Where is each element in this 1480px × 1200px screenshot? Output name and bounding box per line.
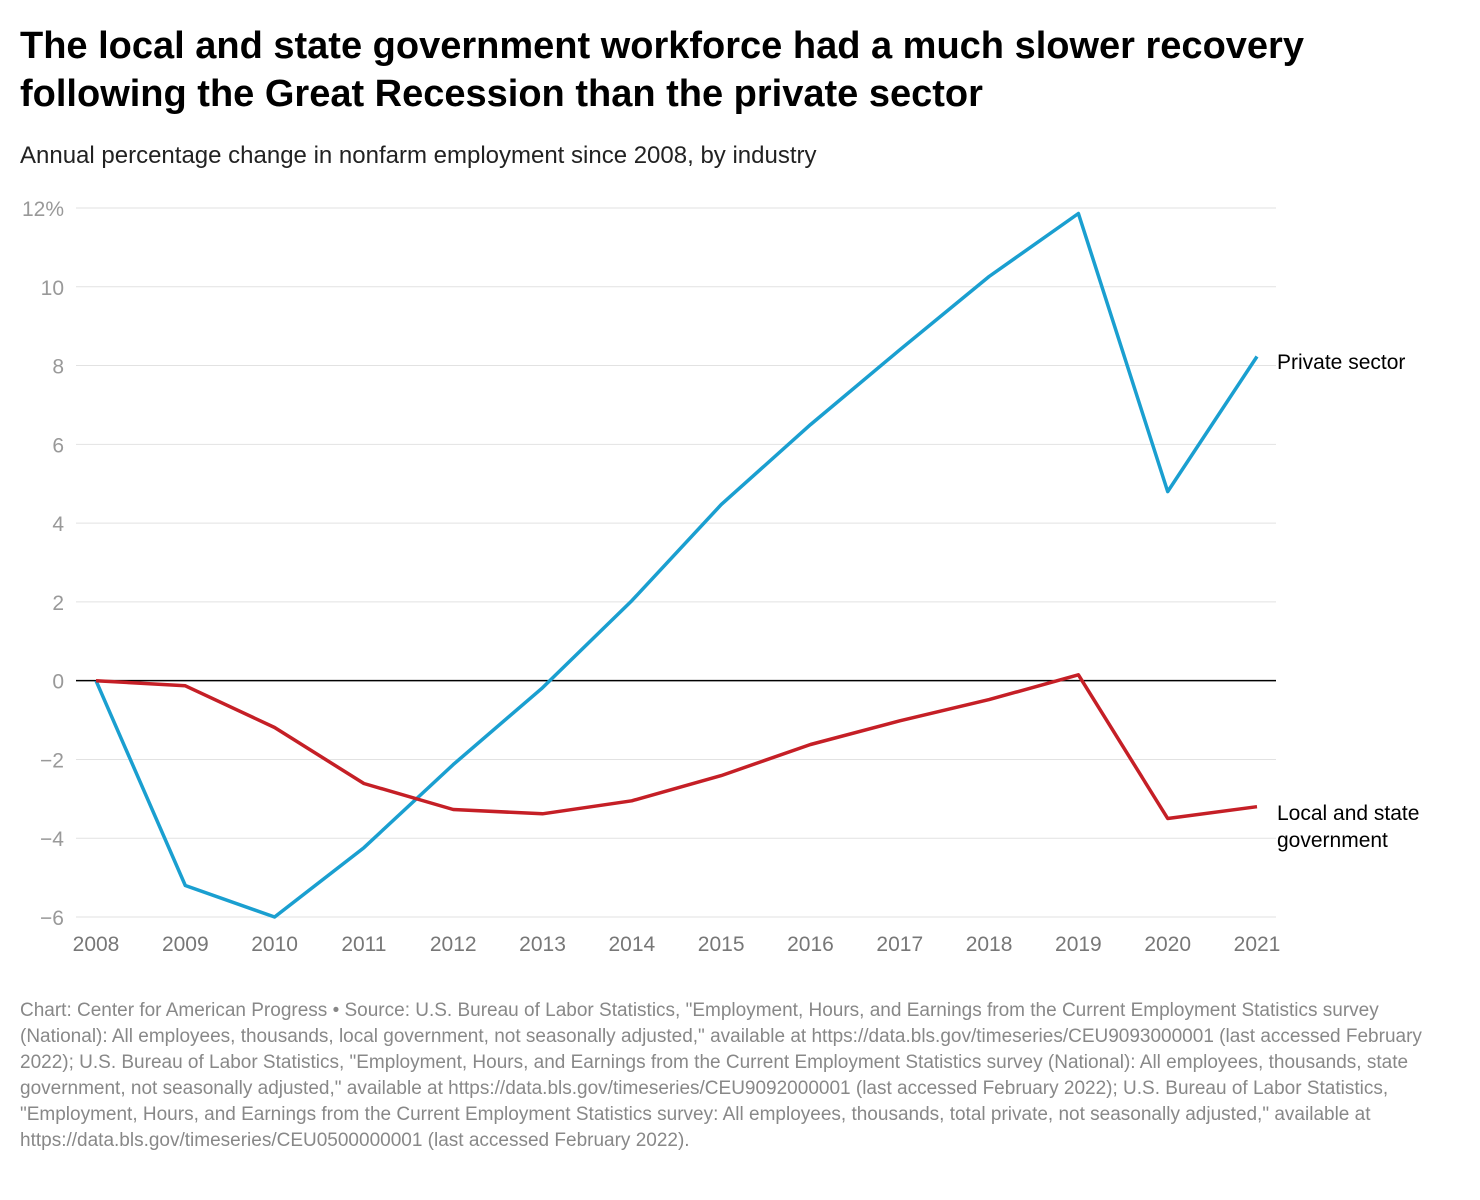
x-tick-label: 2009 [162,933,209,956]
x-tick-label: 2017 [876,933,923,956]
series-label-government: Local and state [1277,802,1419,825]
series-line-private [94,211,1259,919]
x-tick-label: 2012 [430,933,477,956]
x-tick-label: 2015 [698,933,745,956]
y-tick-label: −2 [40,749,64,772]
chart-title: The local and state government workforce… [20,25,1304,115]
x-tick-label: 2018 [966,933,1013,956]
series-label-private: Private sector [1277,351,1405,374]
y-tick-label: 6 [52,434,64,457]
series-line-government [95,673,1258,821]
x-tick-label: 2016 [787,933,834,956]
x-tick-label: 2008 [73,933,120,956]
y-tick-label: 10 [41,277,64,300]
x-tick-label: 2010 [251,933,298,956]
y-tick-label: 2 [52,592,64,615]
y-tick-label: −4 [40,828,64,851]
x-tick-label: 2019 [1055,933,1102,956]
y-tick-label: 0 [52,671,64,694]
line-chart: −6 −4 −2 0 2 4 6 8 10 12% 2008 2009 2010 2011 2012 2013… [22,198,1419,956]
x-tick-label: 2020 [1144,933,1191,956]
y-tick-label: 8 [52,356,64,379]
series-label-government: government [1277,829,1388,852]
x-tick-label: 2014 [608,933,655,956]
x-tick-label: 2011 [341,933,386,956]
y-tick-label: −6 [40,907,64,930]
x-tick-label: 2013 [519,933,566,956]
chart-subtitle: Annual percentage change in nonfarm empl… [20,142,817,169]
chart-footer: Chart: Center for American Progress • So… [20,1000,1422,1151]
y-tick-label: 12% [22,198,64,221]
y-tick-label: 4 [52,513,64,536]
x-tick-label: 2021 [1234,933,1281,956]
